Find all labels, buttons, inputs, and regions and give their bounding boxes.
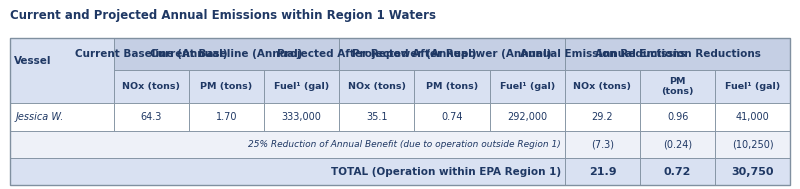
Bar: [640, 103, 715, 131]
Bar: [565, 38, 790, 70]
Text: 35.1: 35.1: [366, 112, 388, 122]
Bar: [114, 38, 339, 70]
Bar: [10, 38, 114, 70]
Bar: [640, 131, 715, 158]
Text: Current Baseline (Annual): Current Baseline (Annual): [150, 49, 302, 59]
Text: 1.70: 1.70: [216, 112, 238, 122]
Text: NOx (tons): NOx (tons): [348, 82, 406, 91]
Text: 0.74: 0.74: [442, 112, 463, 122]
Bar: [339, 70, 414, 103]
Bar: [414, 103, 490, 131]
Bar: [715, 131, 790, 158]
Text: 292,000: 292,000: [507, 112, 547, 122]
Bar: [10, 103, 114, 131]
Text: 64.3: 64.3: [141, 112, 162, 122]
Text: 30,750: 30,750: [731, 167, 774, 177]
Text: 0.72: 0.72: [664, 167, 691, 177]
Text: 41,000: 41,000: [736, 112, 770, 122]
Bar: [565, 131, 640, 158]
Bar: [715, 158, 790, 185]
Bar: [414, 70, 490, 103]
Text: Annual Emission Reductions: Annual Emission Reductions: [594, 49, 761, 59]
Text: Current Baseline (Annual): Current Baseline (Annual): [75, 49, 228, 59]
Text: 0.96: 0.96: [667, 112, 688, 122]
Bar: [114, 70, 189, 103]
Bar: [565, 70, 640, 103]
Text: Annual Emission Reductions: Annual Emission Reductions: [519, 49, 686, 59]
Text: PM (tons): PM (tons): [201, 82, 253, 91]
Bar: [565, 158, 640, 185]
Bar: [565, 103, 640, 131]
Text: PM (tons): PM (tons): [426, 82, 478, 91]
Bar: [490, 103, 565, 131]
Bar: [640, 70, 715, 103]
Bar: [339, 103, 414, 131]
Text: (7.3): (7.3): [591, 139, 614, 149]
Text: (10,250): (10,250): [732, 139, 774, 149]
Bar: [264, 103, 339, 131]
Bar: [10, 131, 565, 158]
Text: NOx (tons): NOx (tons): [122, 82, 180, 91]
Text: 333,000: 333,000: [282, 112, 322, 122]
Bar: [10, 38, 790, 185]
Text: 25% Reduction of Annual Benefit (due to operation outside Region 1): 25% Reduction of Annual Benefit (due to …: [248, 140, 561, 149]
Text: TOTAL (Operation within EPA Region 1): TOTAL (Operation within EPA Region 1): [330, 167, 561, 177]
Bar: [10, 158, 565, 185]
Bar: [339, 38, 565, 70]
Bar: [189, 103, 264, 131]
Text: PM
(tons): PM (tons): [662, 77, 694, 96]
Bar: [715, 70, 790, 103]
Text: Fuel¹ (gal): Fuel¹ (gal): [274, 82, 330, 91]
Bar: [640, 158, 715, 185]
Text: Fuel¹ (gal): Fuel¹ (gal): [500, 82, 555, 91]
Text: (0.24): (0.24): [663, 139, 692, 149]
Text: NOx (tons): NOx (tons): [574, 82, 631, 91]
Text: 29.2: 29.2: [592, 112, 614, 122]
Bar: [490, 70, 565, 103]
Bar: [715, 103, 790, 131]
Text: Vessel: Vessel: [14, 56, 51, 66]
Text: Jessica W.: Jessica W.: [15, 112, 63, 122]
Bar: [189, 70, 264, 103]
Text: Projected After Repower (Annual): Projected After Repower (Annual): [277, 49, 477, 59]
Bar: [264, 70, 339, 103]
Text: Current and Projected Annual Emissions within Region 1 Waters: Current and Projected Annual Emissions w…: [10, 9, 436, 22]
Bar: [114, 103, 189, 131]
Text: 21.9: 21.9: [589, 167, 616, 177]
Text: Fuel¹ (gal): Fuel¹ (gal): [725, 82, 781, 91]
Text: Projected After Repower (Annual): Projected After Repower (Annual): [352, 49, 552, 59]
Bar: [10, 38, 114, 103]
